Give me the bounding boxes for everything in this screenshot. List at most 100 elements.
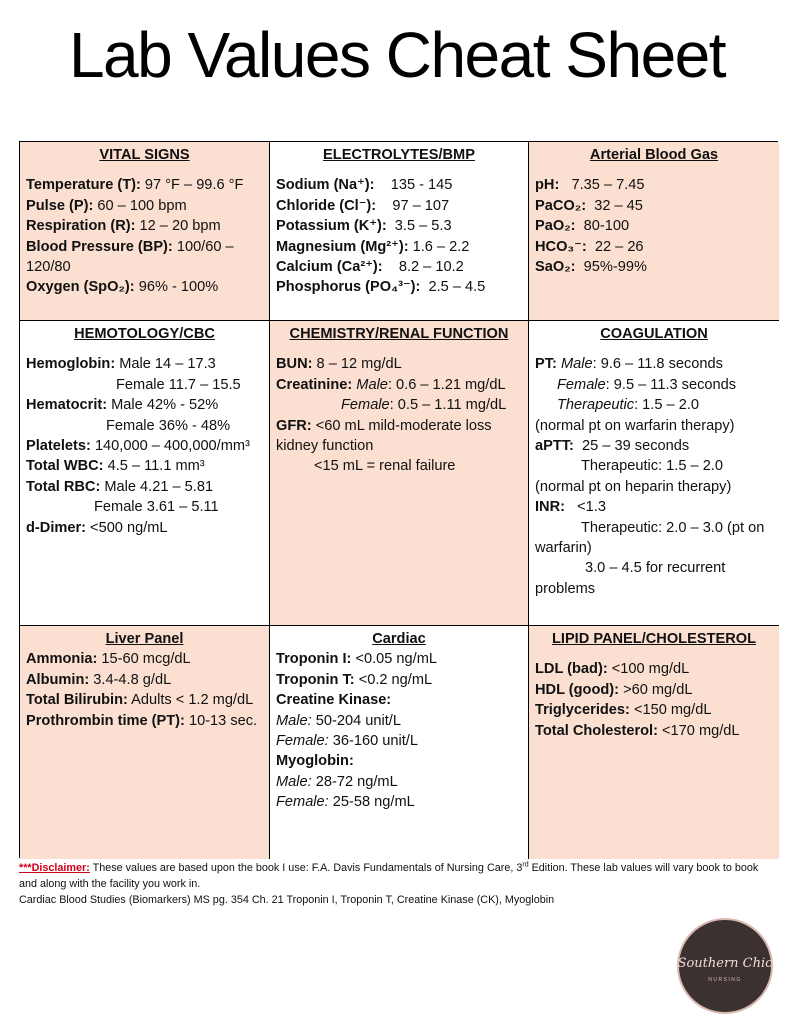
cell-line: Pulse (P): 60 – 100 bpm (26, 196, 263, 216)
logo-script: Southern Chic (678, 956, 774, 971)
text: Female 11.7 – 15.5 (116, 376, 241, 393)
cell-header: HEMOTOLOGY/CBC (74, 326, 215, 342)
cell-line: Magnesium (Mg²⁺): 1.6 – 2.2 (276, 237, 522, 257)
logo-caption: NURSING (708, 977, 742, 983)
cell-line: Total Bilirubin: Adults < 1.2 mg/dL (26, 690, 263, 710)
text: 95%-99% (575, 259, 647, 276)
bold-text: Ammonia: (26, 651, 98, 668)
text: 1.6 – 2.2 (408, 238, 470, 255)
bold-text: PaO₂: (535, 218, 576, 235)
text: Female 3.61 – 5.11 (94, 499, 219, 516)
text: <0.05 ng/mL (351, 651, 437, 668)
text: 32 – 45 (586, 197, 643, 214)
sup-text: rd (522, 861, 529, 869)
text: <500 ng/mL (86, 519, 168, 536)
bold-text: INR: (535, 499, 565, 516)
cell-line: Hematocrit: Male 42% - 52% (26, 395, 263, 415)
italic-text: Male (560, 356, 593, 373)
cell-line: LDL (bad): <100 mg/dL (535, 659, 773, 679)
text: <60 mL mild-moderate loss kidney functio… (276, 417, 496, 455)
bold-text: Troponin T: (276, 671, 355, 688)
text: : 9.5 – 11.3 seconds (605, 376, 737, 393)
text: 28-72 ng/mL (311, 773, 398, 790)
table-cell: COAGULATION PT: Male: 9.6 – 11.8 seconds F… (529, 321, 779, 626)
bold-text: Respiration (R): (26, 218, 136, 235)
cell-line: Creatinine: Male: 0.6 – 1.21 mg/dL (276, 375, 522, 395)
cell-line: Myoglobin: (276, 751, 522, 771)
text: Male 14 – 17.3 (115, 356, 216, 373)
cell-header: Liver Panel (105, 631, 184, 647)
text: 60 – 100 bpm (93, 197, 187, 214)
bold-text: Phosphorus (PO₄³⁻): (276, 279, 421, 296)
text: <100 mg/dL (607, 661, 690, 678)
cell-line: Troponin T: <0.2 ng/mL (276, 670, 522, 690)
text: 3.5 – 5.3 (386, 218, 452, 235)
cell-line: <15 mL = renal failure (276, 456, 522, 476)
text: Male 42% - 52% (107, 397, 219, 414)
cell-header: VITAL SIGNS (99, 147, 190, 163)
cell-header: COAGULATION (600, 326, 708, 342)
cell-line: Female: 9.5 – 11.3 seconds (535, 375, 773, 395)
cell-line: Prothrombin time (PT): 10-13 sec. (26, 711, 263, 731)
text: Female 36% - 48% (106, 417, 231, 434)
text: Edition. These lab values will vary book… (19, 862, 759, 890)
footer: ***Disclaimer: These values are based up… (19, 860, 769, 908)
title: Lab Values Cheat Sheet (68, 19, 727, 91)
text: 135 - 145 (374, 177, 453, 194)
cell-header: Arterial Blood Gas (589, 147, 719, 163)
cell-line: Respiration (R): 12 – 20 bpm (26, 216, 263, 236)
cell-line: Albumin: 3.4-4.8 g/dL (26, 670, 263, 690)
bold-text: Myoglobin: (276, 753, 354, 770)
italic-text: Male: (276, 712, 312, 729)
note: Cardiac Blood Studies (Biomarkers) MS pg… (19, 894, 555, 906)
text: <170 mg/dL (657, 722, 740, 739)
text: 96% - 100% (134, 279, 219, 296)
bold-text: Prothrombin time (PT): (26, 712, 185, 729)
bold-text: HCO₃⁻: (535, 238, 587, 255)
bold-text: aPTT: (535, 438, 574, 455)
cell-line: INR: <1.3 (535, 497, 773, 517)
table-cell: VITAL SIGNS Temperature (T): 97 °F – 99.6… (20, 142, 270, 321)
cell-line: BUN: 8 – 12 mg/dL (276, 354, 522, 374)
cell-line: Phosphorus (PO₄³⁻): 2.5 – 4.5 (276, 277, 522, 297)
cell-line: Total Cholesterol: <170 mg/dL (535, 721, 773, 741)
text: 2.5 – 4.5 (420, 279, 486, 296)
cell-line: HCO₃⁻: 22 – 26 (535, 237, 773, 257)
cell-line: aPTT: 25 – 39 seconds (535, 436, 773, 456)
bold-text: Creatine Kinase: (276, 692, 392, 709)
cell-header: Cardiac (372, 631, 426, 647)
italic-text: Male (356, 376, 388, 393)
text: 4.5 – 11.1 mm³ (103, 458, 205, 475)
italic-text: Therapeutic (557, 397, 635, 414)
cell-line: Troponin I: <0.05 ng/mL (276, 649, 522, 669)
text: <1.3 (565, 499, 606, 516)
bold-text: pH: (535, 177, 560, 194)
bold-text: HDL (good): (535, 681, 620, 698)
cell-line: SaO₂: 95%-99% (535, 257, 773, 277)
table-cell: Liver Panel Ammonia: 15-60 mcg/dL Albumin:… (20, 626, 270, 859)
bold-text: d-Dimer: (26, 519, 86, 536)
text: : 0.5 – 1.11 mg/dL (389, 397, 507, 414)
cell-line: Therapeutic: 1.5 – 2.0 (535, 395, 773, 415)
text: <0.2 ng/mL (354, 671, 433, 688)
text: 97 °F – 99.6 °F (140, 177, 244, 194)
text: 12 – 20 bpm (135, 218, 221, 235)
bold-text: BUN: (276, 356, 313, 373)
italic-text: Female: (276, 794, 329, 811)
text: 97 – 107 (376, 197, 450, 214)
table-cell: Arterial Blood Gas pH: 7.35 – 7.45 PaCO₂: … (529, 142, 779, 321)
text: Therapeutic: 1.5 – 2.0 (581, 458, 723, 475)
bold-text: Hemoglobin: (26, 356, 116, 373)
cell-line: Creatine Kinase: (276, 690, 522, 710)
cell-line: d-Dimer: <500 ng/mL (26, 518, 263, 538)
text: 22 – 26 (586, 238, 644, 255)
text: 3.4-4.8 g/dL (89, 671, 172, 688)
bold-text: Platelets: (26, 438, 91, 455)
bold-text: PT: (535, 356, 557, 373)
cell-line: Female 11.7 – 15.5 (26, 375, 263, 395)
bold-text: Troponin I: (276, 651, 352, 668)
bold-text: Hematocrit: (26, 397, 108, 414)
cell-line: Female: 25-58 ng/mL (276, 792, 522, 812)
text: (normal pt on warfarin therapy) (535, 417, 735, 434)
cell-line: Ammonia: 15-60 mcg/dL (26, 649, 263, 669)
